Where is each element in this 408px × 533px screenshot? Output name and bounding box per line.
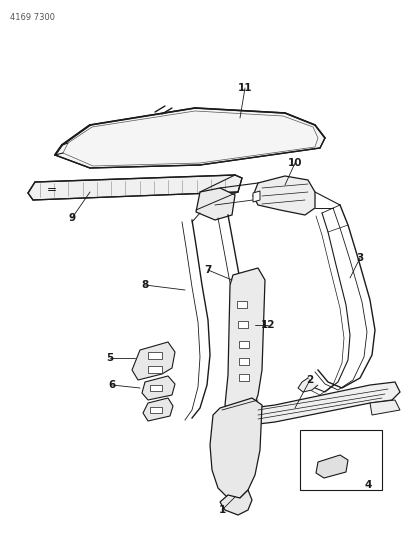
Text: 11: 11 bbox=[238, 83, 252, 93]
Polygon shape bbox=[28, 175, 242, 200]
Polygon shape bbox=[253, 176, 315, 215]
Text: 6: 6 bbox=[109, 380, 115, 390]
Text: 9: 9 bbox=[69, 213, 75, 223]
Bar bbox=[239, 374, 249, 381]
Polygon shape bbox=[298, 378, 318, 392]
Polygon shape bbox=[220, 490, 252, 515]
Text: 4: 4 bbox=[364, 480, 372, 490]
Text: 1: 1 bbox=[218, 505, 226, 515]
Polygon shape bbox=[55, 108, 325, 168]
Polygon shape bbox=[132, 342, 175, 380]
Bar bbox=[237, 301, 247, 308]
Bar bbox=[150, 407, 162, 413]
Bar bbox=[239, 358, 249, 365]
Polygon shape bbox=[316, 455, 348, 478]
Polygon shape bbox=[143, 398, 173, 421]
Bar bbox=[148, 366, 162, 373]
Text: 8: 8 bbox=[142, 280, 149, 290]
Polygon shape bbox=[245, 382, 400, 425]
Text: 3: 3 bbox=[356, 253, 364, 263]
Text: 7: 7 bbox=[204, 265, 212, 275]
Bar bbox=[300, 430, 382, 490]
Bar bbox=[239, 341, 249, 348]
Polygon shape bbox=[370, 400, 400, 415]
Text: 10: 10 bbox=[288, 158, 302, 168]
Bar bbox=[238, 321, 248, 328]
Text: 5: 5 bbox=[106, 353, 113, 363]
Bar bbox=[148, 352, 162, 359]
Polygon shape bbox=[253, 191, 260, 202]
Text: 4169 7300: 4169 7300 bbox=[10, 13, 55, 22]
Text: 12: 12 bbox=[261, 320, 275, 330]
Polygon shape bbox=[225, 268, 265, 415]
Polygon shape bbox=[142, 376, 175, 400]
Text: 2: 2 bbox=[306, 375, 314, 385]
Bar bbox=[150, 385, 162, 391]
Polygon shape bbox=[196, 188, 235, 220]
Polygon shape bbox=[210, 398, 262, 498]
